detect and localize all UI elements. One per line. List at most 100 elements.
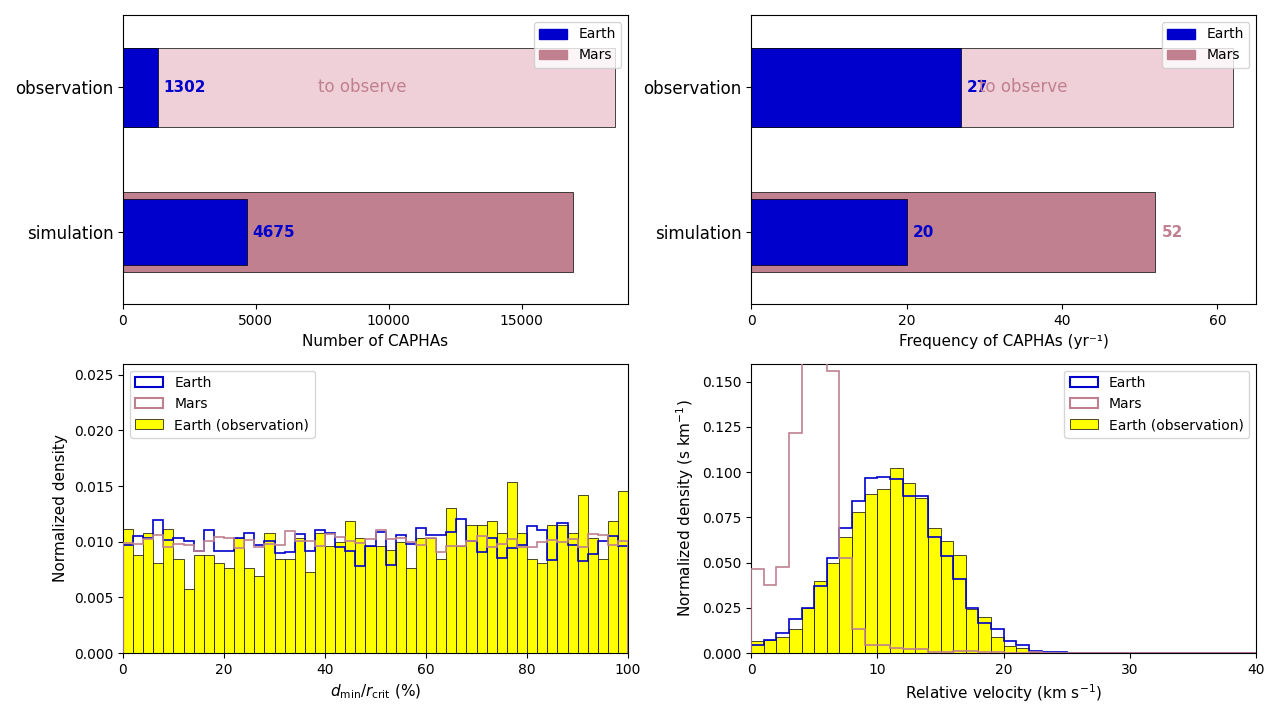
Bar [788,628,801,653]
Bar [375,546,385,653]
Bar [751,192,1156,272]
Bar [497,533,507,653]
Bar [305,572,315,653]
Bar [527,559,538,653]
Bar [244,567,255,653]
Bar [966,609,978,653]
Bar [426,538,436,653]
Y-axis label: Normalized density (s km$^{-1}$): Normalized density (s km$^{-1}$) [675,400,696,617]
Bar [1016,649,1029,653]
Bar [123,192,572,272]
Bar [840,537,852,653]
Bar [193,555,204,653]
Bar [366,546,375,653]
Bar [801,608,814,653]
Bar [598,559,608,653]
Bar [567,533,577,653]
Bar [406,567,416,653]
Bar [991,637,1004,653]
Bar [234,538,244,653]
Bar [447,508,457,653]
Legend: Earth, Mars: Earth, Mars [1162,22,1249,68]
Bar [224,567,234,653]
Bar [356,538,366,653]
Bar [164,529,174,653]
Bar [751,199,906,265]
Bar [154,563,164,653]
Bar [507,482,517,653]
Text: 1302: 1302 [163,80,205,95]
Bar [941,541,954,653]
Bar [890,468,902,653]
X-axis label: Number of CAPHAs: Number of CAPHAs [302,334,448,349]
Bar [954,554,966,653]
Bar [436,559,447,653]
Y-axis label: Normalized density: Normalized density [54,434,68,582]
Bar [335,542,346,653]
Bar [346,521,356,653]
Bar [486,521,497,653]
Bar [517,533,527,653]
Bar [751,641,764,653]
Legend: Earth, Mars, Earth (observation): Earth, Mars, Earth (observation) [129,370,315,438]
Bar [1029,652,1042,653]
Bar [777,637,788,653]
Bar [396,542,406,653]
Bar [143,533,154,653]
X-axis label: Relative velocity (km s$^{-1}$): Relative velocity (km s$^{-1}$) [905,682,1102,704]
Text: 4675: 4675 [252,224,296,239]
Bar [557,525,567,653]
Bar [608,521,618,653]
Bar [877,489,890,653]
Bar [814,581,827,653]
Bar [123,199,247,265]
Bar [325,546,335,653]
Bar [274,559,284,653]
Bar [588,538,598,653]
Bar [1055,652,1066,653]
Bar [123,47,157,127]
Bar [133,555,143,653]
Bar [265,533,274,653]
Bar [183,589,193,653]
Text: 52: 52 [1161,224,1183,239]
Bar [466,525,476,653]
Bar [123,47,614,127]
Bar [255,576,265,653]
Text: 20: 20 [913,224,934,239]
Bar [548,525,557,653]
Bar [764,641,777,653]
Bar [1004,646,1016,653]
Bar [928,528,941,653]
Legend: Earth, Mars, Earth (observation): Earth, Mars, Earth (observation) [1065,370,1249,438]
Bar [538,563,548,653]
Bar [416,538,426,653]
Bar [385,551,396,653]
Bar [577,495,588,653]
Text: 16910: 16910 [515,224,567,239]
Bar [123,529,133,653]
Bar [827,563,840,653]
Text: to observe: to observe [317,78,407,96]
Legend: Earth, Mars: Earth, Mars [534,22,621,68]
Bar [174,559,183,653]
Bar [978,617,991,653]
Bar [294,538,305,653]
Text: to observe: to observe [979,78,1068,96]
Bar [618,490,628,653]
Bar [902,483,915,653]
Bar [751,47,1233,127]
Text: 27: 27 [968,80,988,95]
Bar [214,563,224,653]
Bar [476,525,486,653]
X-axis label: $d_{\mathrm{min}}/r_{\mathrm{crit}}$ (%): $d_{\mathrm{min}}/r_{\mathrm{crit}}$ (%) [330,682,421,701]
Bar [865,495,877,653]
Bar [751,47,961,127]
Bar [915,498,928,653]
Bar [457,546,466,653]
Bar [284,559,294,653]
X-axis label: Frequency of CAPHAs (yr⁻¹): Frequency of CAPHAs (yr⁻¹) [899,334,1108,349]
Bar [204,555,214,653]
Bar [315,533,325,653]
Bar [852,512,865,653]
